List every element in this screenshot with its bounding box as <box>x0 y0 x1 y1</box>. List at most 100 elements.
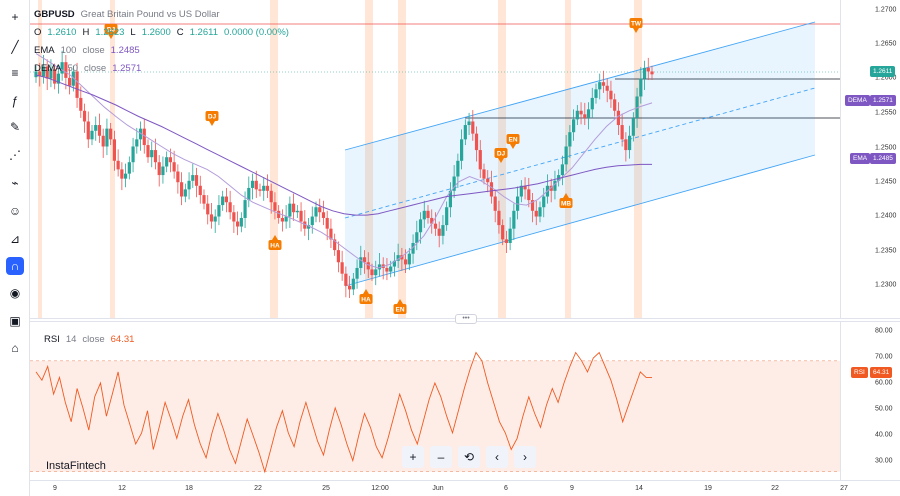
candle-body <box>362 257 367 263</box>
magnet-icon[interactable]: ∩ <box>6 257 24 275</box>
text-icon[interactable]: ✎ <box>9 120 21 134</box>
crosshair-icon[interactable]: + <box>11 10 19 24</box>
ema-value-badge: 1.2485 <box>870 153 896 164</box>
candle-body <box>157 162 161 176</box>
annotation-box <box>629 18 643 28</box>
dema-source: close <box>84 63 107 74</box>
annotation-box <box>359 294 373 304</box>
brush-icon[interactable]: ƒ <box>11 94 19 108</box>
candle-body <box>194 175 199 186</box>
price-tick: 1.2550 <box>875 109 897 117</box>
annotation-en: EN <box>506 134 520 149</box>
annotation-box <box>393 304 407 314</box>
time-tick: 12:00 <box>371 485 389 492</box>
fib-icon[interactable]: ≡ <box>11 66 19 80</box>
candle-body <box>601 82 606 86</box>
emoji-icon[interactable]: ☺ <box>8 204 22 218</box>
candle-body <box>116 160 120 170</box>
candle-body <box>254 180 258 190</box>
price-tick: 1.2600 <box>875 74 897 82</box>
ema-source: close <box>82 45 105 56</box>
time-tick: 25 <box>322 485 330 492</box>
scroll-left-button[interactable]: ‹ <box>486 446 508 468</box>
rsi-legend[interactable]: RSI 14 close 64.31 <box>44 334 134 345</box>
candle-body <box>392 260 396 267</box>
home-icon[interactable]: ⌂ <box>11 341 19 355</box>
price-tick: 1.2450 <box>875 178 897 186</box>
rsi-tick: 40.00 <box>875 431 893 439</box>
session-highlight <box>565 0 571 318</box>
candle-body <box>56 73 60 84</box>
candle-body <box>389 266 393 272</box>
zoom-in-button[interactable]: + <box>402 446 424 468</box>
last-price-badge: 1.2611 <box>870 66 896 77</box>
candle-body <box>355 267 359 279</box>
price-tick: 1.2300 <box>875 281 897 289</box>
candle-body <box>642 67 647 79</box>
candle-body <box>299 210 303 222</box>
symbol-ticker[interactable]: GBPUSD <box>34 9 75 20</box>
candle-body <box>411 242 415 254</box>
eye-icon[interactable]: ◉ <box>9 286 21 300</box>
candle-body <box>441 225 445 236</box>
candle-body <box>187 180 191 190</box>
candle-body <box>209 214 214 222</box>
time-tick: 19 <box>704 485 712 492</box>
rsi-line <box>35 351 652 474</box>
candle-body <box>336 250 340 263</box>
rsi-source: close <box>82 334 105 345</box>
candle-body <box>321 212 326 218</box>
pane-resize-handle[interactable]: ••• <box>455 314 477 324</box>
candle-body <box>64 62 68 78</box>
candle-body <box>370 269 374 276</box>
candle-body <box>239 217 243 227</box>
candle-body <box>579 110 583 115</box>
candle-body <box>359 257 363 268</box>
candle-body <box>232 212 236 222</box>
annotation-label: MB <box>561 201 571 208</box>
annotation-ha: HA <box>359 289 373 304</box>
ema-legend[interactable]: EMA 100 close 1.2485 <box>34 42 289 60</box>
prediction-icon[interactable]: ⌁ <box>11 176 19 190</box>
time-axis[interactable]: 9 12 18 22 25 12:00 Jun 6 9 14 19 22 27 <box>30 480 900 496</box>
pattern-icon[interactable]: ⋰ <box>9 148 21 162</box>
candle-body <box>616 110 620 126</box>
symbol-row: GBPUSD Great Britain Pound vs US Dollar <box>34 6 289 24</box>
zoom-out-button[interactable]: – <box>430 446 452 468</box>
annotation-label: EN <box>508 137 517 144</box>
change-value: 0.0000 (0.00%) <box>223 27 289 38</box>
arrow-up-icon <box>272 235 278 240</box>
candle-body <box>404 259 408 265</box>
candle-body <box>228 202 232 213</box>
candle-body <box>407 253 411 265</box>
rsi-period: 14 <box>65 334 77 345</box>
time-tick: 18 <box>185 485 193 492</box>
dema-legend[interactable]: DEMA 50 close 1.2571 <box>34 60 289 78</box>
candle-body <box>90 130 94 140</box>
candle-body <box>620 125 624 140</box>
dema-line <box>35 53 653 269</box>
candle-body <box>575 110 579 120</box>
rsi-tick: 50.00 <box>875 405 893 413</box>
candle-body <box>471 121 475 134</box>
candle-body <box>586 109 591 118</box>
candle-body <box>329 228 333 240</box>
price-tick: 1.2500 <box>875 144 897 152</box>
candle-body <box>422 210 426 220</box>
trend-line-icon[interactable]: ╱ <box>11 40 19 54</box>
symbol-description: Great Britain Pound vs US Dollar <box>80 9 220 20</box>
scroll-right-button[interactable]: › <box>514 446 536 468</box>
rsi-axis[interactable]: 80.00 70.00 60.00 50.00 40.00 30.00 <box>840 322 900 480</box>
candle-body <box>191 175 195 181</box>
brand-logo: InstaFintech <box>46 460 106 472</box>
candle-body <box>348 285 352 290</box>
candle-body <box>224 196 228 203</box>
price-axis[interactable]: 1.2700 1.2650 1.2600 1.2550 1.2500 1.245… <box>840 0 900 318</box>
lock-icon[interactable]: ▣ <box>9 314 21 328</box>
rsi-value: 64.31 <box>110 334 135 345</box>
ruler-icon[interactable]: ⊿ <box>9 232 21 246</box>
reset-button[interactable]: ⟲ <box>458 446 480 468</box>
rsi-name: RSI <box>44 334 60 345</box>
rsi-value-badge: 64.31 <box>870 367 893 378</box>
